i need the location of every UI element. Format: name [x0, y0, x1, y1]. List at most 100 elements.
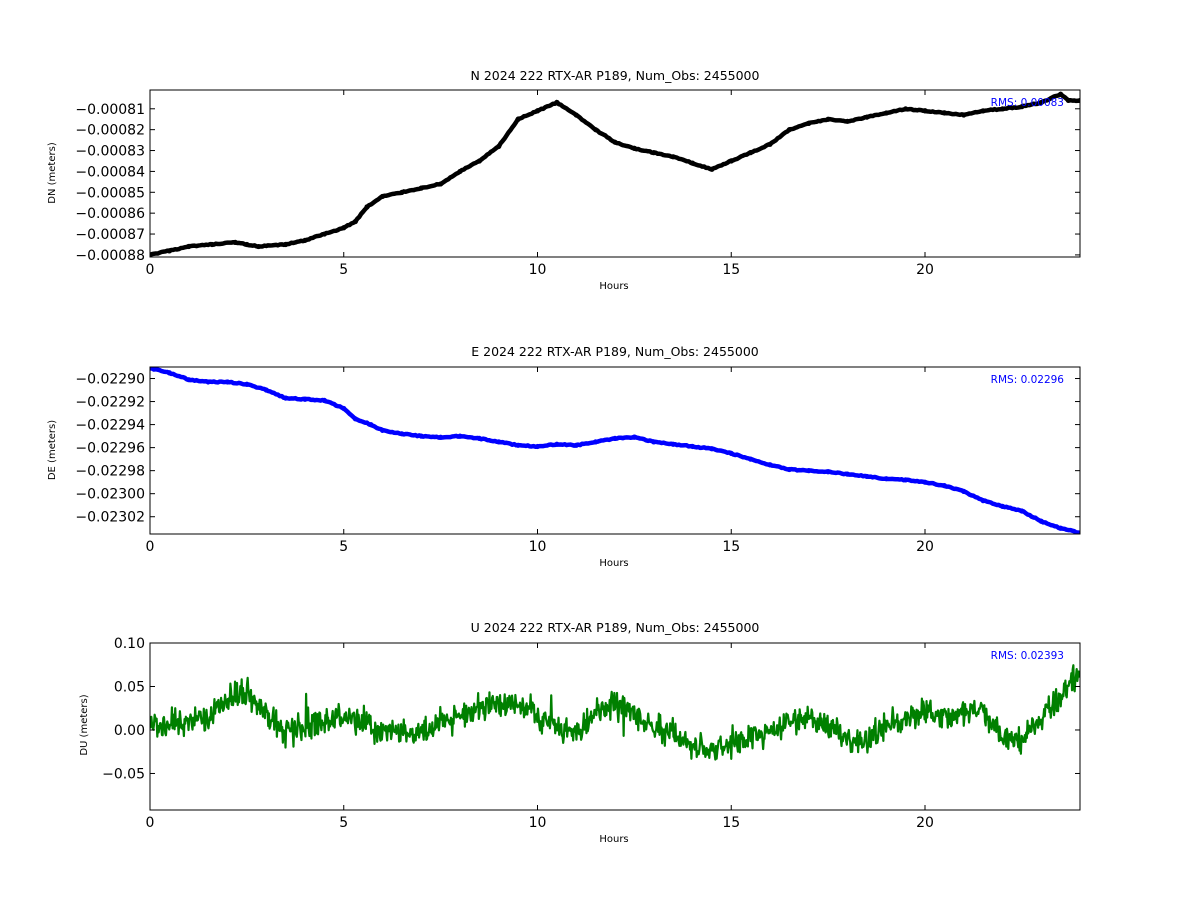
- up-axes-frame: [149, 642, 1081, 811]
- east-data-point: [352, 416, 358, 422]
- east-data-point: [864, 473, 870, 480]
- east-y-tick-label: −0.02298: [75, 464, 145, 480]
- east-data-point: [399, 431, 405, 437]
- north-data-point: [515, 116, 521, 122]
- north-y-tick-label: −0.00087: [75, 227, 145, 243]
- north-data-point: [364, 204, 370, 210]
- north-data-point: [1038, 99, 1044, 106]
- north-data-point: [631, 145, 637, 152]
- up-series-line: [150, 664, 1080, 761]
- north-data-point: [1077, 97, 1080, 104]
- north-data-point: [864, 114, 870, 120]
- east-data-point: [825, 469, 831, 475]
- east-panel: E 2024 222 RTX-AR P189, Num_Obs: 2455000…: [47, 344, 1081, 569]
- up-y-tick-label: 0.10: [114, 636, 145, 652]
- north-data-point: [534, 108, 541, 114]
- east-x-tick-label: 15: [722, 539, 740, 555]
- north-data-point: [573, 112, 579, 118]
- north-data-point: [438, 181, 444, 187]
- up-xlabel: Hours: [599, 834, 628, 845]
- north-x-tick-label: 15: [722, 262, 740, 278]
- east-data-point: [476, 435, 482, 442]
- north-x-tick-label: 10: [529, 262, 547, 278]
- north-x-tick-label: 5: [339, 262, 348, 278]
- north-data-point: [670, 154, 676, 160]
- north-data-point: [941, 110, 947, 116]
- north-data-point: [689, 160, 696, 166]
- east-data-point: [980, 498, 986, 504]
- east-data-point: [709, 446, 715, 452]
- north-data-point: [457, 168, 463, 175]
- east-title: E 2024 222 RTX-AR P189, Num_Obs: 2455000: [471, 344, 759, 359]
- north-x-tick-label: 0: [146, 262, 155, 278]
- east-data-point: [844, 471, 851, 477]
- east-data-point: [534, 443, 541, 450]
- east-y-tick-label: −0.02296: [75, 441, 145, 457]
- north-data-point: [302, 237, 308, 243]
- north-panel: N 2024 222 RTX-AR P189, Num_Obs: 2455000…: [47, 68, 1081, 292]
- north-axes-frame: [149, 89, 1081, 258]
- north-y-tick-label: −0.00085: [75, 185, 145, 201]
- east-data-point: [438, 434, 444, 440]
- north-x-tick-label: 20: [916, 262, 934, 278]
- east-data-point: [341, 405, 347, 412]
- north-data-point: [352, 218, 358, 225]
- east-ylabel: DE (meters): [47, 420, 58, 480]
- east-data-point: [689, 443, 696, 450]
- up-title: U 2024 222 RTX-AR P189, Num_Obs: 2455000: [471, 620, 760, 635]
- north-data-point: [232, 239, 238, 245]
- east-data-point: [922, 479, 928, 485]
- east-y-tick-label: −0.02290: [75, 372, 145, 388]
- north-data-point: [1065, 97, 1071, 104]
- north-data-point: [922, 108, 928, 114]
- north-data-point: [612, 139, 618, 145]
- east-x-tick-label: 20: [916, 539, 934, 555]
- east-data-point: [573, 442, 579, 448]
- east-data-point: [593, 439, 599, 445]
- north-data-point: [767, 141, 773, 147]
- north-y-tick-label: −0.00084: [75, 164, 145, 180]
- north-data-point: [209, 241, 215, 248]
- east-data-point: [767, 462, 773, 468]
- east-data-point: [368, 421, 374, 428]
- east-data-point: [166, 370, 172, 376]
- up-rms-annotation: RMS: 0.02393: [991, 650, 1064, 662]
- east-series-line: [150, 367, 1080, 534]
- up-x-tick-label: 5: [339, 815, 348, 831]
- east-data-point: [186, 377, 192, 383]
- east-data-point: [515, 442, 521, 448]
- up-x-tick-label: 0: [146, 815, 155, 831]
- north-data-point: [903, 106, 909, 112]
- north-data-point: [283, 241, 289, 248]
- east-data-point: [205, 379, 211, 385]
- east-data-point: [631, 434, 637, 440]
- north-ylabel: DN (meters): [47, 142, 58, 204]
- up-y-tick-label: 0.00: [114, 723, 145, 739]
- north-data-point: [961, 112, 967, 118]
- east-x-tick-label: 10: [529, 539, 547, 555]
- east-x-tick-label: 0: [146, 539, 155, 555]
- north-data-point: [321, 231, 327, 237]
- north-data-point: [709, 166, 715, 172]
- north-title: N 2024 222 RTX-AR P189, Num_Obs: 2455000: [471, 68, 760, 83]
- north-series-line: [150, 91, 1080, 257]
- north-data-point: [1019, 104, 1025, 110]
- north-data-point: [999, 106, 1006, 112]
- east-rms-annotation: RMS: 0.02296: [991, 374, 1065, 386]
- north-data-point: [883, 110, 889, 116]
- east-y-tick-label: −0.02302: [75, 510, 145, 526]
- east-x-tick-label: 5: [339, 539, 348, 555]
- east-data-point: [244, 381, 250, 387]
- up-y-tick-label: 0.05: [114, 679, 145, 695]
- east-data-point: [999, 503, 1006, 509]
- north-data-point: [476, 158, 482, 164]
- east-data-point: [457, 433, 463, 439]
- east-data-point: [1058, 525, 1064, 531]
- north-xlabel: Hours: [599, 281, 628, 292]
- north-data-point: [748, 150, 754, 156]
- east-data-point: [418, 433, 424, 439]
- up-x-tick-label: 10: [529, 815, 547, 831]
- east-data-point: [786, 466, 792, 473]
- east-y-tick-label: −0.02300: [75, 487, 145, 503]
- east-data-point: [941, 483, 947, 489]
